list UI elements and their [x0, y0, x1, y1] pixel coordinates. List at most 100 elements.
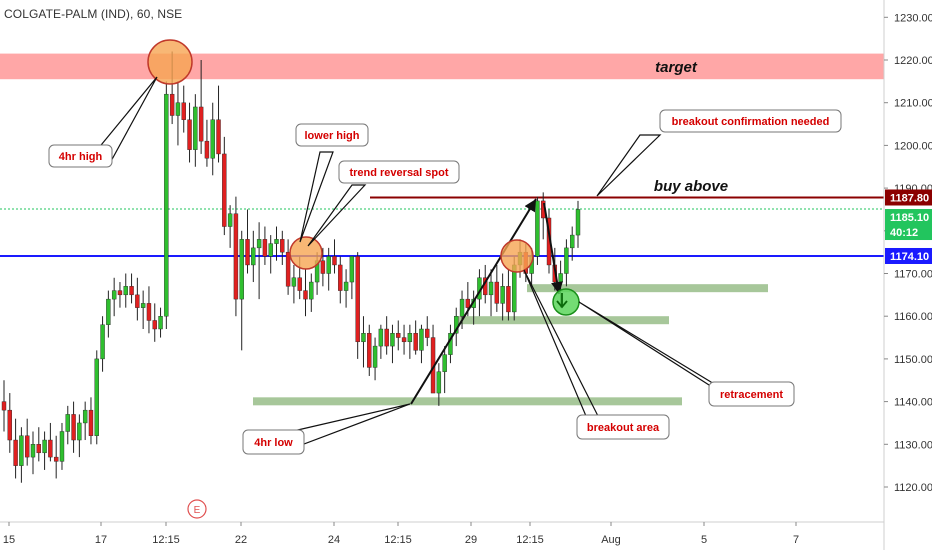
candle-body: [210, 119, 215, 159]
candle-body: [106, 298, 111, 325]
y-tick-label: 1140.00: [894, 397, 932, 409]
candle-body: [123, 286, 128, 296]
x-tick-label: 12:15: [516, 534, 544, 546]
candle-body: [19, 435, 24, 466]
candle-body: [419, 328, 424, 351]
callout-trend-reversal: [307, 184, 367, 247]
candle-body: [268, 243, 273, 257]
candle-body: [129, 286, 134, 296]
callout-lower-high: [299, 151, 334, 243]
candle-body: [494, 281, 500, 304]
candle-body: [152, 320, 157, 330]
lower-high-circle: [289, 236, 323, 270]
candle-body: [326, 256, 331, 274]
candle-body: [367, 333, 372, 368]
candle-body: [239, 239, 244, 300]
x-tick-label: 15: [3, 534, 15, 546]
candle-body: [285, 251, 291, 287]
label-retracement-box: [708, 381, 795, 407]
candle-body: [558, 273, 563, 283]
plot-area: [0, 0, 884, 522]
candle-body: [164, 93, 169, 317]
candle-body: [13, 439, 18, 466]
x-tick-label: 7: [793, 534, 799, 546]
candle-body: [24, 435, 30, 458]
blue-level-price-tag-label: 1174.10: [890, 251, 929, 263]
candle-body: [564, 247, 569, 274]
candle-body: [216, 119, 221, 155]
uptrend-arrow: [410, 198, 537, 405]
candle-body: [181, 102, 186, 120]
candle-body: [111, 290, 117, 300]
candle-body: [233, 213, 239, 300]
candle-body: [575, 209, 581, 236]
candle-body: [384, 328, 389, 347]
candle-body: [227, 213, 233, 227]
candle-body: [506, 286, 511, 313]
label-breakout-confirmation-box: [659, 109, 842, 133]
y-tick-label: 1200.00: [894, 140, 932, 152]
candle-body: [320, 260, 326, 274]
blue-level-price-tag: [885, 247, 932, 264]
buy-above-price-tag: [885, 189, 932, 206]
candle-body: [77, 422, 82, 441]
candle-body: [488, 281, 494, 296]
candle-body: [297, 277, 302, 291]
candle-body: [256, 239, 262, 249]
pullback-arrow: [543, 202, 563, 295]
candle-body: [390, 333, 395, 347]
y-tick-label: 1230.00: [894, 12, 932, 24]
candle-body: [88, 409, 94, 436]
candle-body: [204, 140, 210, 159]
x-tick-label: 12:15: [152, 534, 180, 546]
label-4hr-low-box: [242, 429, 305, 455]
target-label: target: [655, 59, 698, 76]
candle-body: [378, 328, 384, 347]
chart-title: COLGATE-PALM (IND), 60, NSE: [4, 7, 183, 21]
candle-body: [372, 345, 378, 368]
event-marker-circle[interactable]: [187, 499, 207, 519]
candle-body: [169, 93, 175, 116]
label-breakout-confirmation-label: breakout confirmation needed: [672, 116, 830, 128]
candle-body: [71, 414, 76, 441]
event-marker-label: E: [194, 505, 201, 516]
y-tick-label: 1160.00: [894, 311, 932, 323]
candle-body: [59, 431, 65, 462]
high-circle: [147, 39, 193, 85]
candle-body: [42, 439, 47, 454]
candle-body: [65, 414, 70, 432]
candle-body: [280, 239, 285, 253]
candle-body: [30, 444, 36, 458]
candle-body: [100, 324, 105, 360]
green-arrow: [556, 293, 568, 309]
candle-body: [570, 234, 575, 249]
countdown-tag-label: 40:12: [890, 227, 918, 239]
candle-body: [291, 277, 297, 287]
y-tick-label: 1150.00: [894, 354, 932, 366]
y-tick-label: 1170.00: [894, 269, 932, 281]
x-tick-label: 29: [465, 534, 477, 546]
y-tick-label: 1130.00: [894, 439, 932, 451]
candle-body: [94, 358, 99, 436]
candle-body: [198, 106, 204, 142]
candle-body: [343, 281, 349, 291]
x-tick-label: 17: [95, 534, 107, 546]
candle-body: [36, 444, 41, 454]
candle-body: [274, 239, 279, 244]
candle-body: [436, 371, 442, 394]
label-trend-reversal-box: [338, 160, 460, 184]
candle-body: [396, 333, 401, 338]
candle-body: [48, 439, 53, 458]
candle-body: [413, 333, 418, 351]
callout-breakout-confirmation: [596, 134, 662, 197]
label-lower-high-label: lower high: [305, 130, 360, 142]
candle-body: [303, 290, 308, 300]
x-tick-label: Aug: [601, 534, 621, 546]
support-zone-2: [458, 316, 669, 325]
candle-body: [338, 264, 343, 291]
candle-body: [425, 328, 430, 338]
candle-body: [349, 256, 355, 283]
candle-body: [401, 337, 407, 343]
y-tick-label: 1120.00: [894, 482, 932, 494]
